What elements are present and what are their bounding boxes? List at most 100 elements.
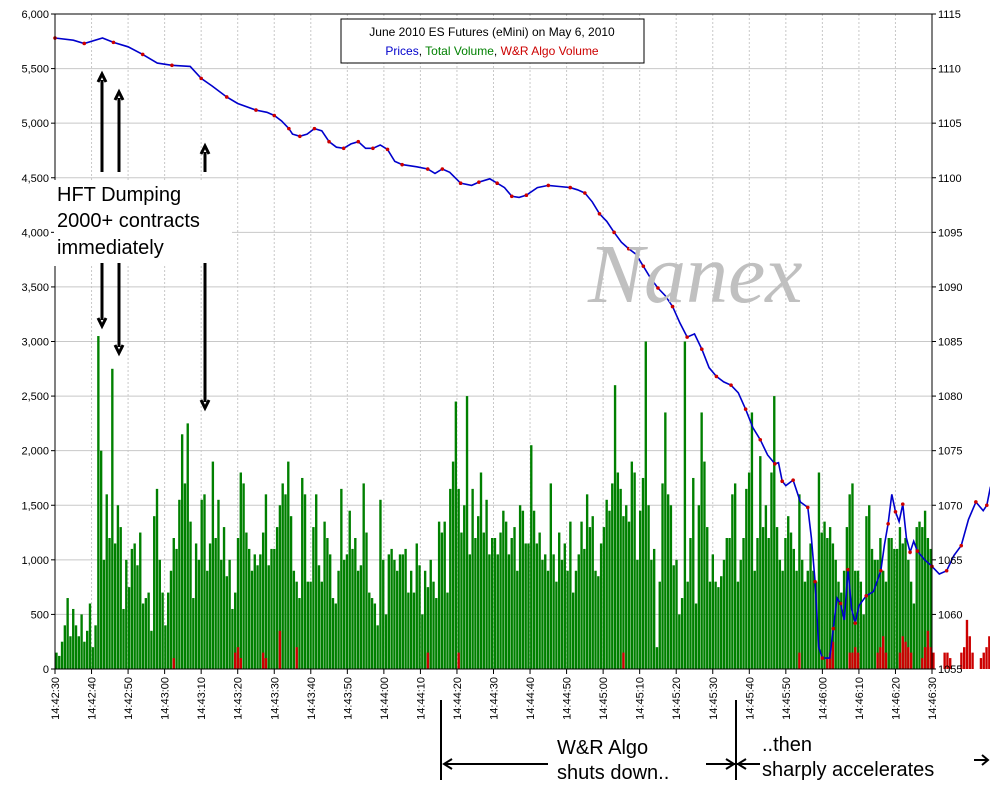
total-volume-bar — [775, 527, 779, 669]
y-right-tick-label: 1085 — [938, 337, 962, 349]
total-volume-bar — [242, 483, 245, 669]
total-volume-bar — [180, 434, 184, 669]
algo-volume-bar — [234, 652, 237, 669]
price-marker — [758, 437, 763, 442]
total-volume-bar — [493, 538, 497, 669]
total-volume-bar — [133, 543, 136, 669]
total-volume-bar — [868, 505, 871, 669]
total-volume-bar — [742, 538, 745, 669]
algo-volume-bar — [236, 647, 240, 669]
total-volume-bar — [583, 548, 586, 669]
legend-separator: , — [494, 44, 501, 58]
total-volume-bar — [189, 521, 192, 669]
total-volume-bar — [418, 565, 421, 669]
price-marker — [597, 211, 602, 216]
total-volume-bar — [518, 505, 522, 669]
total-volume-bar — [555, 581, 558, 669]
total-volume-bar — [831, 543, 835, 669]
total-volume-bar — [153, 516, 156, 669]
total-volume-bar — [287, 461, 290, 669]
total-volume-bar — [544, 554, 547, 669]
total-volume-bar — [317, 565, 321, 669]
total-volume-bar — [636, 559, 639, 669]
y-left-tick-label: 1,500 — [21, 500, 49, 512]
legend-box — [340, 18, 645, 64]
total-volume-bar — [66, 598, 69, 669]
total-volume-bar — [828, 527, 832, 669]
total-volume-bar — [767, 538, 770, 669]
total-volume-bar — [178, 499, 181, 669]
total-volume-bar — [373, 603, 377, 669]
algo-volume-bar — [261, 652, 265, 669]
x-tick-label: 14:46:10 — [854, 677, 866, 720]
price-line-layer — [53, 36, 990, 660]
price-marker — [312, 126, 317, 131]
chart-title: June 2010 ES Futures (eMini) on May 6, 2… — [369, 25, 615, 39]
total-volume-bar — [524, 543, 527, 669]
x-tick-label: 14:44:10 — [415, 677, 427, 720]
total-volume-bar — [479, 472, 483, 669]
annotation-wr-line1: W&R Algo — [557, 737, 648, 759]
y-left-tick-label: 3,000 — [21, 337, 49, 349]
total-volume-bar — [320, 581, 323, 669]
total-volume-bar — [454, 401, 458, 669]
price-marker — [170, 63, 174, 68]
price-marker — [864, 594, 869, 598]
x-tick-label: 14:45:30 — [708, 677, 720, 720]
price-marker — [838, 601, 843, 606]
algo-volume-bar — [457, 652, 460, 669]
total-volume-bar — [879, 538, 882, 669]
price-marker — [900, 502, 905, 506]
total-volume-bar — [393, 559, 396, 669]
total-volume-bar — [490, 538, 494, 669]
total-volume-bar — [929, 548, 932, 669]
total-volume-bar — [566, 570, 569, 669]
x-tick-label: 14:46:00 — [817, 677, 829, 720]
y-left-tick-label: 0 — [43, 664, 49, 676]
price-marker — [831, 626, 836, 631]
price-marker — [714, 374, 719, 379]
total-volume-bar — [301, 477, 304, 669]
total-volume-bar — [560, 559, 564, 669]
total-volume-bar — [273, 548, 276, 669]
total-volume-bar — [463, 505, 466, 669]
total-volume-bar — [753, 570, 756, 669]
total-volume-bar — [675, 559, 678, 669]
total-volume-bar — [328, 554, 332, 669]
algo-volume-bar — [926, 630, 930, 669]
price-marker — [729, 383, 733, 387]
y-left-tick-label: 6,000 — [21, 9, 49, 21]
total-volume-bar — [577, 554, 580, 669]
legend-separator: , — [419, 44, 425, 58]
total-volume-bar — [412, 592, 416, 669]
total-volume-bar — [616, 472, 620, 669]
total-volume-bar — [421, 614, 424, 669]
total-volume-bar — [432, 581, 435, 669]
total-volume-bar — [694, 603, 698, 669]
total-volume-bar — [315, 494, 318, 669]
total-volume-bar — [884, 581, 888, 669]
total-volume-bar — [384, 614, 388, 669]
total-volume-bar — [678, 614, 681, 669]
algo-volume-bar — [943, 652, 946, 669]
price-marker — [985, 503, 989, 508]
total-volume-bar — [851, 483, 854, 669]
price-marker — [699, 347, 704, 351]
y-right-tick-label: 1070 — [938, 500, 962, 512]
arrow-up-2-head — [113, 88, 125, 101]
total-volume-bar — [918, 521, 921, 669]
total-volume-bar — [733, 483, 737, 669]
price-marker — [813, 579, 817, 584]
total-volume-bar — [697, 505, 701, 669]
bracket-mid-arrowhead-right — [736, 758, 747, 770]
total-volume-bar — [591, 516, 594, 669]
algo-volume-bar — [295, 647, 298, 669]
arrow-up-3-head — [199, 142, 211, 155]
legend: June 2010 ES Futures (eMini) on May 6, 2… — [340, 18, 645, 64]
total-volume-bar — [342, 559, 346, 669]
total-volume-bar — [465, 396, 469, 669]
total-volume-bar — [803, 581, 807, 669]
price-marker — [612, 230, 616, 235]
y-right-tick-label: 1095 — [938, 227, 962, 239]
price-marker — [583, 191, 587, 195]
